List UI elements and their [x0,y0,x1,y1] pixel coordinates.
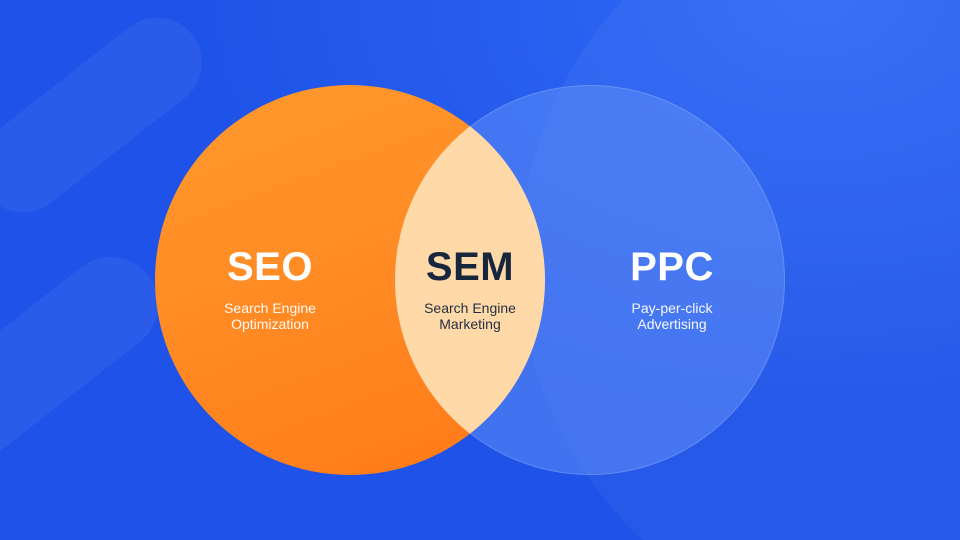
venn-label-seo: SEO Search Engine Optimization [224,244,316,332]
venn-diagram: SEO Search Engine Optimization SEM Searc… [0,0,960,540]
label-title: PPC [630,244,714,290]
label-title: SEM [424,244,516,290]
label-subtitle: Search Engine Marketing [424,300,516,332]
label-title: SEO [224,244,316,290]
label-subtitle: Search Engine Optimization [224,300,316,332]
venn-label-sem: SEM Search Engine Marketing [424,244,516,332]
diagram-canvas: SEO Search Engine Optimization SEM Searc… [0,0,960,540]
label-subtitle: Pay-per-click Advertising [630,300,714,332]
venn-label-ppc: PPC Pay-per-click Advertising [630,244,714,332]
